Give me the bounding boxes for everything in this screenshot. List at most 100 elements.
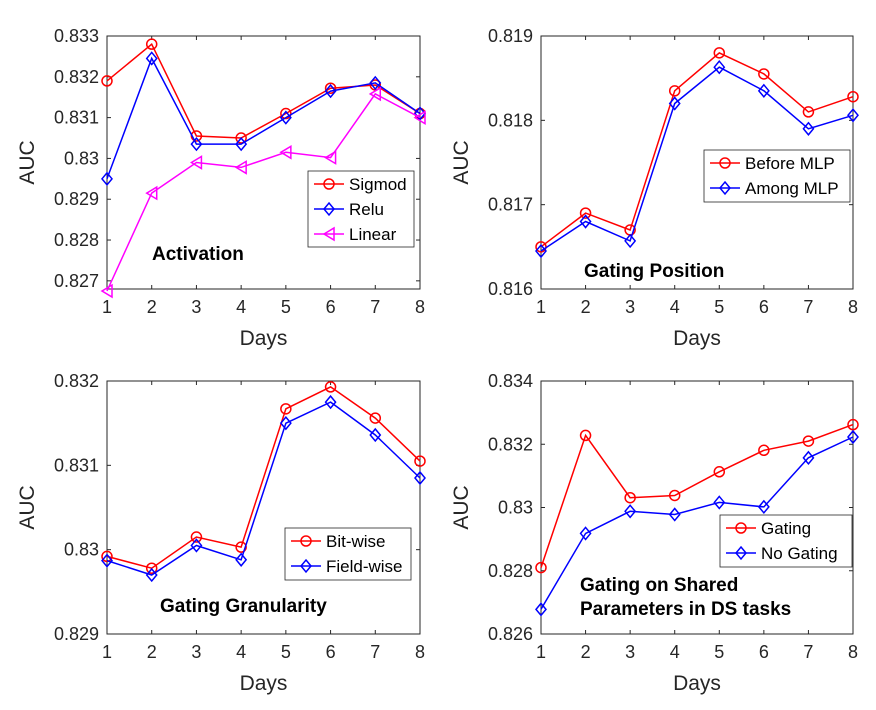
data-point: [413, 110, 426, 125]
data-point: [369, 412, 382, 424]
legend-label: Linear: [349, 225, 397, 244]
data-point: [279, 144, 292, 160]
data-point: [414, 455, 426, 467]
x-tick-label: 7: [370, 642, 380, 662]
y-tick-label: 0.833: [54, 26, 99, 46]
data-point: [279, 415, 292, 431]
x-tick-label: 2: [581, 297, 591, 317]
chart-panel-4: 1 2 3 4 5 6 7 8 0.826 0.828 0.83 0.832 0.834 Days AUC G…: [450, 371, 859, 695]
data-point: [189, 155, 203, 170]
x-tick-label: 8: [415, 642, 425, 662]
chart-panel-1: 1 2 3 4 5 6 7 8 0.827 0.828 0.829 0.83 0.831 0.832 0.8…: [16, 26, 426, 350]
data-point: [101, 550, 113, 563]
data-point: [279, 110, 292, 125]
legend-marker: [300, 558, 312, 574]
data-point: [624, 504, 637, 519]
y-tick-label: 0.832: [54, 371, 99, 391]
legend-marker: [322, 226, 335, 242]
x-tick-label: 7: [803, 642, 813, 662]
y-tick-label: 0.832: [488, 434, 533, 454]
y-axis-label: AUC: [16, 485, 39, 529]
data-point: [145, 38, 158, 50]
data-point: [535, 602, 547, 617]
x-tick-label: 1: [102, 297, 112, 317]
y-tick-label: 0.83: [64, 540, 99, 560]
data-point: [579, 526, 592, 541]
data-point: [324, 83, 337, 99]
legend-marker: [323, 201, 335, 217]
y-axis-label: AUC: [450, 485, 473, 529]
data-point: [280, 403, 292, 415]
x-tick-label: 1: [536, 297, 546, 317]
series-line-bit-wise: [106, 386, 421, 570]
data-point: [757, 499, 770, 515]
y-tick-label: 0.828: [488, 561, 533, 581]
x-tick-label: 2: [581, 642, 591, 662]
data-point: [624, 233, 637, 249]
data-point: [145, 562, 158, 574]
legend: Sigmod Relu Linear: [307, 170, 415, 248]
series-line-linear: [106, 92, 421, 292]
panel-annotation: Activation: [152, 244, 244, 265]
x-tick-label: 4: [670, 642, 680, 662]
data-point: [802, 121, 815, 136]
legend-marker: [719, 180, 731, 196]
data-point: [757, 83, 770, 98]
data-point: [802, 106, 815, 118]
data-point: [190, 136, 203, 152]
y-tick-label: 0.816: [488, 279, 533, 299]
x-tick-label: 3: [191, 297, 201, 317]
legend-label: Among MLP: [745, 179, 839, 198]
plot-area: [540, 380, 854, 635]
data-point: [758, 68, 770, 80]
data-point: [101, 75, 113, 87]
y-tick-label: 0.829: [54, 624, 99, 644]
x-axis-label: Days: [240, 672, 288, 695]
x-tick-label: 8: [848, 297, 858, 317]
data-point: [758, 444, 770, 457]
x-tick-label: 6: [326, 297, 336, 317]
x-tick-label: 4: [236, 297, 246, 317]
x-tick-label: 2: [147, 297, 157, 317]
legend: Bit-wise Field-wise: [284, 527, 412, 581]
data-point: [235, 552, 248, 567]
legend-label: Field-wise: [326, 557, 403, 576]
data-point: [713, 47, 726, 59]
y-tick-label: 0.832: [54, 67, 99, 87]
x-tick-label: 8: [848, 642, 858, 662]
data-point: [235, 132, 247, 144]
x-axis-label: Days: [240, 327, 288, 350]
x-tick-label: 3: [625, 642, 635, 662]
data-point: [414, 106, 426, 121]
data-point: [847, 90, 859, 103]
data-point: [324, 394, 337, 410]
data-point: [234, 160, 247, 175]
data-point: [579, 214, 592, 229]
legend-label: Bit-wise: [326, 532, 386, 551]
x-tick-label: 5: [281, 297, 291, 317]
data-point: [579, 207, 592, 219]
data-point: [579, 429, 592, 442]
x-tick-label: 5: [714, 297, 724, 317]
data-point: [145, 185, 158, 201]
x-tick-label: 3: [625, 297, 635, 317]
x-tick-label: 6: [759, 642, 769, 662]
data-point: [368, 86, 382, 102]
data-point: [369, 75, 382, 91]
x-tick-label: 3: [191, 642, 201, 662]
data-point: [847, 429, 859, 445]
data-point: [101, 553, 113, 568]
data-point: [235, 541, 247, 553]
panel-annotation: Gating on Shared: [580, 575, 738, 596]
x-tick-label: 1: [536, 642, 546, 662]
data-point: [668, 96, 681, 111]
chart-panel-2: 1 2 3 4 5 6 7 8 0.816 0.817 0.818 0.819 Days AUC Gatin…: [450, 26, 859, 350]
x-tick-label: 2: [147, 642, 157, 662]
data-point: [235, 136, 248, 152]
data-point: [100, 283, 113, 299]
legend-label: Sigmod: [349, 175, 407, 194]
legend-label: Gating: [761, 519, 811, 538]
y-tick-label: 0.83: [498, 498, 533, 518]
series-line-relu: [106, 56, 421, 180]
